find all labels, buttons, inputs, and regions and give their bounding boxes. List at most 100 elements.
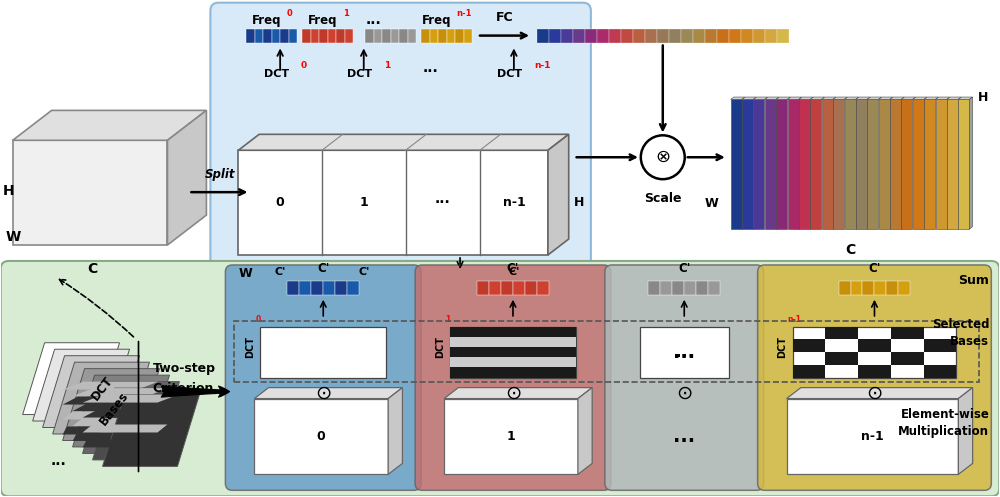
Polygon shape (788, 97, 802, 99)
Text: Scale: Scale (644, 192, 682, 205)
FancyBboxPatch shape (605, 265, 764, 491)
Bar (924, 339, 956, 352)
Text: Freq: Freq (308, 13, 337, 27)
Bar (450, 347, 576, 357)
Text: ⊗: ⊗ (655, 148, 670, 166)
Bar (302, 29, 311, 43)
Bar (255, 29, 263, 43)
Bar (777, 29, 789, 43)
Text: DCT: DCT (245, 336, 255, 358)
Bar (323, 281, 335, 295)
FancyBboxPatch shape (210, 2, 591, 280)
Text: H: H (3, 184, 14, 198)
Polygon shape (73, 375, 169, 447)
Bar (450, 327, 576, 378)
Text: ⊙: ⊙ (315, 384, 331, 403)
Polygon shape (93, 388, 189, 460)
Bar (672, 281, 684, 295)
Polygon shape (444, 388, 592, 399)
Text: 1: 1 (384, 62, 390, 71)
Polygon shape (444, 399, 578, 474)
Polygon shape (742, 97, 756, 99)
Polygon shape (765, 97, 779, 99)
Polygon shape (867, 97, 881, 99)
Bar (399, 29, 408, 43)
Polygon shape (765, 99, 776, 229)
Text: n-1: n-1 (457, 8, 472, 18)
Bar (260, 327, 386, 378)
Bar (319, 29, 328, 43)
Text: DCT: DCT (89, 374, 116, 403)
Text: Freq: Freq (422, 13, 451, 27)
Bar (335, 281, 347, 295)
Polygon shape (867, 99, 878, 229)
Bar (886, 281, 898, 295)
Polygon shape (753, 97, 768, 99)
Bar (525, 281, 537, 295)
Text: Element-wise: Element-wise (900, 408, 989, 421)
FancyBboxPatch shape (1, 261, 999, 497)
Polygon shape (83, 424, 167, 432)
Text: C': C' (508, 267, 520, 277)
Text: ...: ... (673, 343, 695, 362)
Text: H: H (978, 90, 988, 103)
Bar (898, 281, 910, 295)
Bar (874, 281, 886, 295)
Text: Bases: Bases (97, 389, 132, 428)
Bar (891, 327, 924, 339)
Bar (272, 29, 280, 43)
Polygon shape (787, 399, 958, 474)
Text: Sum: Sum (958, 274, 989, 287)
Polygon shape (958, 99, 969, 229)
Text: ...: ... (673, 427, 695, 446)
Text: C': C' (507, 262, 519, 275)
Text: Bases: Bases (950, 335, 989, 348)
Text: C: C (87, 262, 98, 276)
Bar (280, 29, 289, 43)
Bar (391, 29, 399, 43)
Polygon shape (83, 382, 179, 453)
Text: Two-step: Two-step (152, 362, 215, 375)
Text: ⊙: ⊙ (866, 384, 883, 403)
Polygon shape (845, 99, 856, 229)
Polygon shape (63, 382, 158, 390)
Polygon shape (83, 395, 178, 403)
Bar (633, 29, 645, 43)
Text: C': C' (317, 262, 329, 275)
Bar (793, 339, 825, 352)
Bar (621, 29, 633, 43)
Polygon shape (43, 356, 140, 427)
Polygon shape (776, 99, 787, 229)
Bar (234, 321, 979, 382)
Text: 1: 1 (343, 8, 349, 18)
Bar (705, 29, 717, 43)
Text: 0: 0 (276, 196, 285, 209)
Bar (365, 29, 374, 43)
Polygon shape (63, 426, 142, 434)
Polygon shape (913, 97, 927, 99)
Polygon shape (167, 110, 206, 245)
Bar (851, 281, 862, 295)
Text: W: W (705, 197, 719, 210)
Bar (513, 281, 525, 295)
Bar (839, 281, 851, 295)
Text: FC: FC (496, 10, 514, 24)
Text: 1: 1 (359, 196, 368, 209)
Polygon shape (13, 140, 167, 245)
Polygon shape (958, 97, 973, 99)
Polygon shape (23, 343, 120, 414)
Circle shape (641, 135, 685, 179)
Bar (311, 29, 319, 43)
Bar (729, 29, 741, 43)
Text: ...: ... (365, 12, 381, 27)
Polygon shape (254, 388, 402, 399)
Bar (345, 29, 353, 43)
Bar (537, 29, 549, 43)
Polygon shape (879, 97, 893, 99)
Polygon shape (879, 99, 890, 229)
Bar (825, 327, 858, 339)
Bar (648, 281, 660, 295)
Text: H: H (574, 196, 584, 209)
Bar (858, 339, 891, 352)
Bar (640, 327, 729, 378)
